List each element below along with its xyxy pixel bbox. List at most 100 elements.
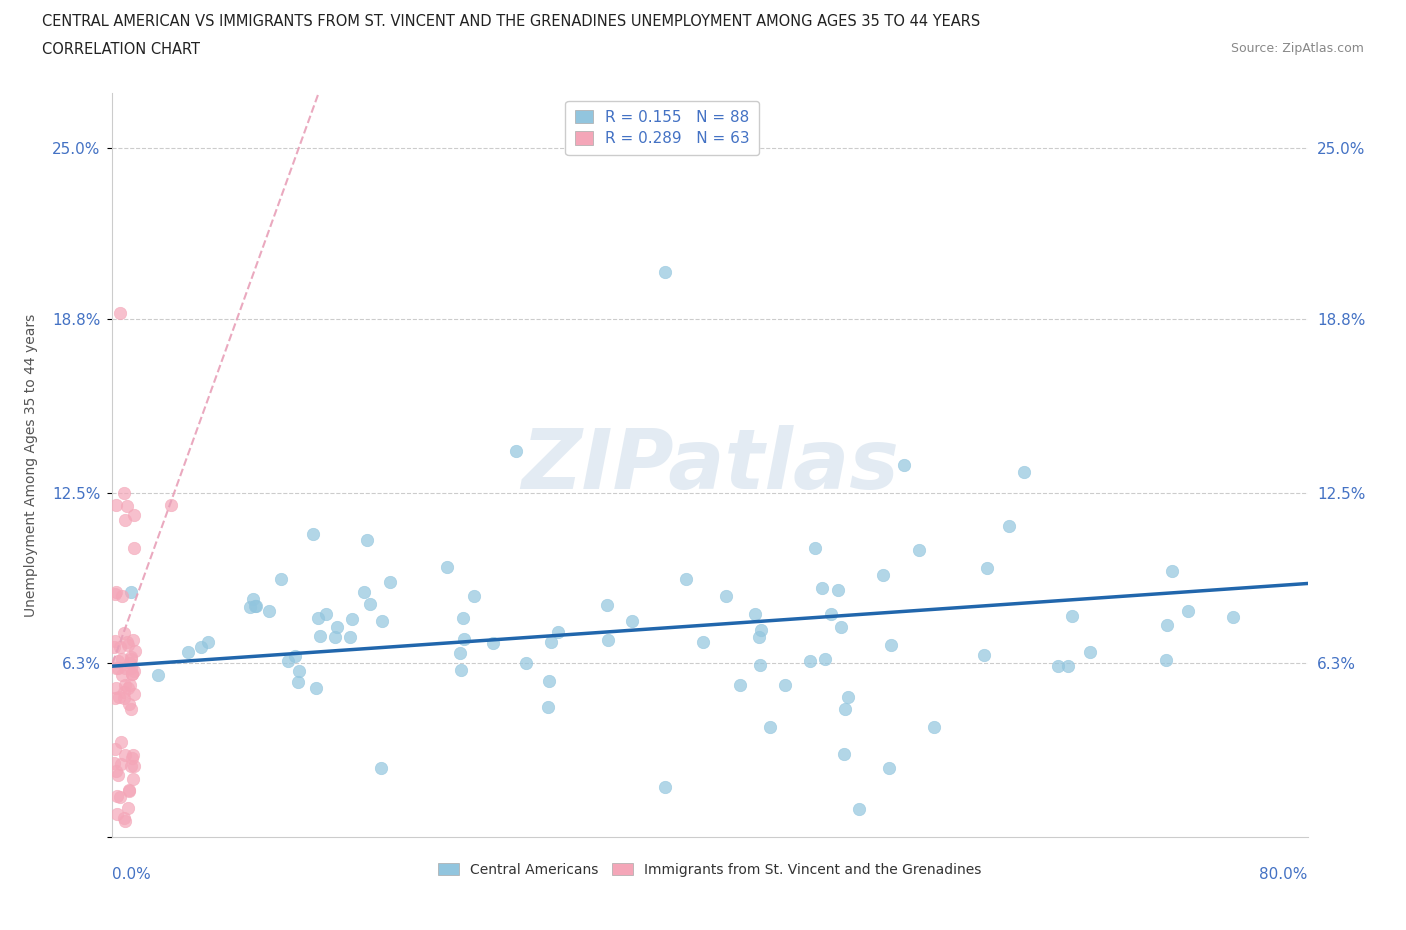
Point	[160, 498, 183, 512]
Point	[104, 587, 127, 602]
Point	[114, 485, 135, 500]
Point	[811, 580, 834, 595]
Point	[120, 660, 142, 675]
Point	[287, 664, 309, 679]
Point	[315, 606, 337, 621]
Point	[108, 306, 131, 321]
Point	[112, 811, 135, 826]
Point	[121, 666, 143, 681]
Point	[814, 652, 837, 667]
Point	[112, 626, 135, 641]
Point	[111, 668, 134, 683]
Point	[436, 560, 458, 575]
Point	[748, 630, 770, 644]
Point	[121, 667, 143, 682]
Point	[120, 702, 142, 717]
Point	[107, 653, 129, 668]
Point	[449, 645, 471, 660]
Point	[121, 632, 143, 647]
Point	[124, 644, 146, 658]
Point	[121, 772, 143, 787]
Point	[111, 652, 134, 667]
Point	[148, 668, 170, 683]
Point	[122, 508, 145, 523]
Point	[114, 678, 136, 693]
Point	[339, 630, 361, 644]
Point	[326, 620, 349, 635]
Text: ZIPatlas: ZIPatlas	[522, 424, 898, 506]
Point	[287, 674, 309, 689]
Point	[118, 696, 141, 711]
Point	[621, 614, 644, 629]
Point	[115, 634, 138, 649]
Point	[654, 780, 676, 795]
Point	[370, 761, 392, 776]
Point	[105, 681, 128, 696]
Point	[104, 742, 127, 757]
Point	[114, 660, 136, 675]
Point	[340, 612, 363, 627]
Point	[596, 598, 619, 613]
Point	[323, 630, 346, 644]
Point	[120, 650, 142, 665]
Point	[117, 681, 139, 696]
Point	[121, 751, 143, 766]
Point	[284, 648, 307, 663]
Point	[307, 610, 329, 625]
Point	[177, 644, 200, 659]
Point	[104, 498, 127, 512]
Point	[1057, 658, 1080, 673]
Point	[277, 653, 299, 668]
Legend: Central Americans, Immigrants from St. Vincent and the Grenadines: Central Americans, Immigrants from St. V…	[433, 857, 987, 883]
Point	[309, 629, 332, 644]
Point	[117, 498, 139, 513]
Point	[547, 624, 569, 639]
Point	[1222, 609, 1244, 624]
Point	[114, 748, 136, 763]
Point	[834, 701, 856, 716]
Point	[1154, 653, 1177, 668]
Point	[922, 719, 945, 734]
Point	[1177, 604, 1199, 618]
Point	[803, 540, 825, 555]
Point	[692, 634, 714, 649]
Point	[759, 719, 782, 734]
Point	[112, 684, 135, 699]
Point	[122, 540, 145, 555]
Point	[257, 604, 280, 618]
Point	[305, 681, 328, 696]
Text: 0.0%: 0.0%	[112, 867, 152, 882]
Point	[107, 768, 129, 783]
Point	[118, 783, 141, 798]
Text: 80.0%: 80.0%	[1260, 867, 1308, 882]
Point	[998, 518, 1021, 533]
Point	[114, 512, 136, 527]
Point	[105, 806, 128, 821]
Point	[654, 265, 676, 280]
Point	[820, 606, 842, 621]
Point	[371, 614, 394, 629]
Point	[239, 600, 262, 615]
Point	[353, 584, 375, 599]
Point	[1078, 644, 1101, 659]
Point	[380, 575, 402, 590]
Point	[1161, 564, 1184, 578]
Point	[107, 660, 129, 675]
Point	[104, 691, 127, 706]
Point	[122, 759, 145, 774]
Point	[112, 691, 135, 706]
Point	[834, 747, 856, 762]
Point	[450, 663, 472, 678]
Point	[596, 632, 619, 647]
Point	[122, 687, 145, 702]
Point	[537, 700, 560, 715]
Point	[537, 673, 560, 688]
Point	[453, 631, 475, 646]
Point	[122, 664, 145, 679]
Point	[675, 572, 697, 587]
Point	[714, 589, 737, 604]
Point	[515, 656, 537, 671]
Point	[880, 637, 903, 652]
Point	[111, 589, 134, 604]
Point	[302, 526, 325, 541]
